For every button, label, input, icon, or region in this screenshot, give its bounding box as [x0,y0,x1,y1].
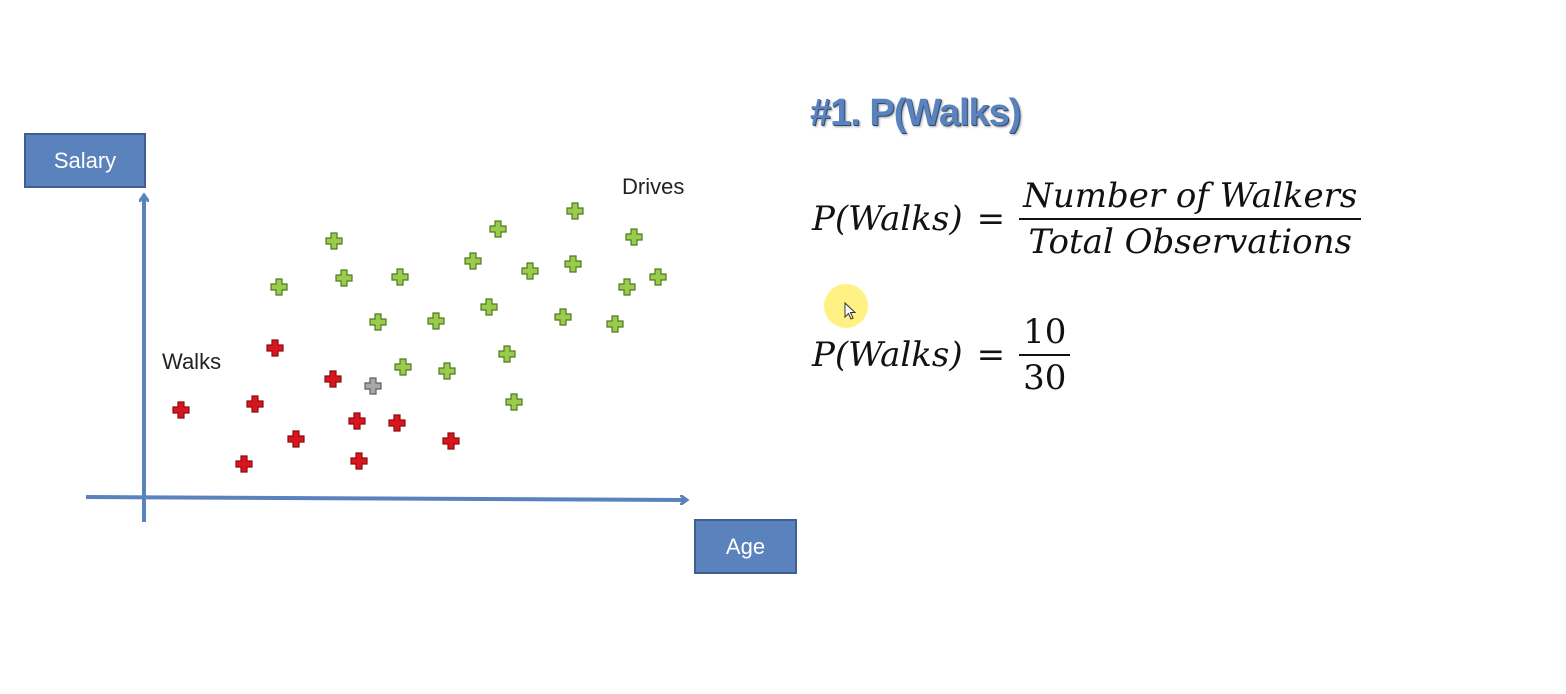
drives-point [270,278,288,296]
walks-point [348,412,366,430]
drives-point [391,268,409,286]
formula-lhs: P(Walks) [812,335,963,375]
drives-point [498,345,516,363]
drives-point [554,308,572,326]
walks-point [350,452,368,470]
drives-point [335,269,353,287]
drives-point [427,312,445,330]
scatter-diagram [85,0,820,522]
drives-point [505,393,523,411]
drives-point [606,315,624,333]
walks-point [388,414,406,432]
drives-point [480,298,498,316]
drives-point [649,268,667,286]
x-axis [85,497,686,500]
data-points [172,202,667,473]
fraction-bar [1019,354,1071,356]
walks-group-label: Walks [162,349,222,374]
walks-point [266,339,284,357]
drives-point [566,202,584,220]
value-fraction: 10 30 [1019,310,1071,400]
mouse-pointer-icon [844,302,857,320]
walks-point [442,432,460,450]
drives-point [521,262,539,280]
walks-point [287,430,305,448]
walks-point [235,455,253,473]
drives-group-label: Drives [622,174,685,199]
equals-sign: = [976,199,1006,239]
drives-point [438,362,456,380]
walks-point [324,370,342,388]
drives-point [618,278,636,296]
y-axis-label: Salary [24,133,146,188]
section-title: #1. P(Walks) [810,92,1021,134]
drives-point [464,252,482,270]
drives-point [625,228,643,246]
fraction-denominator: Total Observations [1028,222,1352,262]
drives-point [489,220,507,238]
drives-point [564,255,582,273]
walks-point [172,401,190,419]
fraction-numerator: 10 [1023,312,1067,352]
drives-point [325,232,343,250]
probability-value-formula: P(Walks) = 10 30 [812,310,1071,400]
formula-fraction: Number of Walkers Total Observations [1019,174,1362,264]
equals-sign: = [976,335,1006,375]
fraction-denominator: 30 [1023,358,1067,398]
fraction-numerator: Number of Walkers [1023,176,1358,216]
formula-lhs: P(Walks) [812,199,963,239]
fraction-bar [1019,218,1362,220]
x-axis-label: Age [694,519,797,574]
new-point [364,377,382,395]
drives-point [369,313,387,331]
probability-formula: P(Walks) = Number of Walkers Total Obser… [812,174,1362,264]
walks-point [246,395,264,413]
drives-point [394,358,412,376]
